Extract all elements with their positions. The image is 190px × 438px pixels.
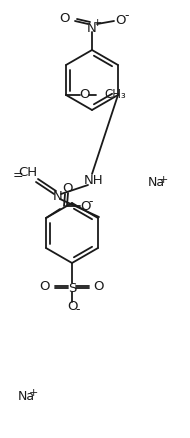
Text: =: = bbox=[13, 170, 23, 183]
Text: +: + bbox=[158, 175, 168, 185]
Text: N: N bbox=[87, 21, 97, 35]
Text: Na: Na bbox=[18, 389, 35, 403]
Text: +: + bbox=[92, 18, 102, 28]
Text: O: O bbox=[80, 199, 90, 212]
Text: Na: Na bbox=[148, 177, 165, 190]
Text: S: S bbox=[68, 282, 76, 294]
Text: O: O bbox=[62, 181, 72, 194]
Text: +: + bbox=[28, 388, 38, 398]
Text: O: O bbox=[67, 300, 77, 312]
Text: O: O bbox=[94, 280, 104, 293]
Text: CH₃: CH₃ bbox=[104, 88, 126, 102]
Text: N: N bbox=[53, 190, 63, 202]
Text: -: - bbox=[89, 195, 93, 208]
Text: -: - bbox=[125, 10, 129, 22]
Text: -: - bbox=[76, 304, 80, 317]
Text: NH: NH bbox=[84, 173, 104, 187]
Text: O: O bbox=[116, 14, 126, 27]
Text: CH: CH bbox=[18, 166, 38, 180]
Text: O: O bbox=[40, 280, 50, 293]
Text: O: O bbox=[60, 13, 70, 25]
Text: O: O bbox=[79, 88, 89, 102]
